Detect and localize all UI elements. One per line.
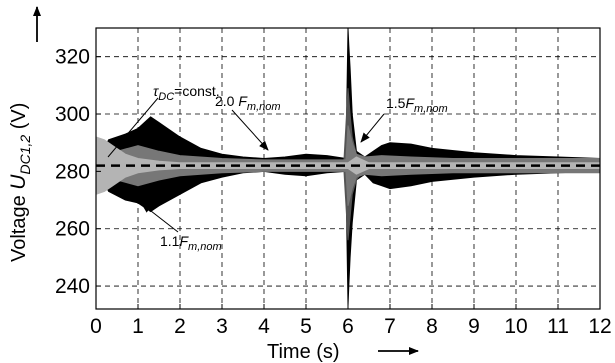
y-label-symbol: U (7, 174, 30, 190)
annotation-2-0-fmnom: 2.0 Fm,nom (215, 93, 281, 113)
x-tick-label: 5 (300, 315, 312, 338)
x-tick-label: 3 (216, 315, 228, 338)
x-ticks: 0 1 2 3 4 5 6 7 8 9 10 11 12 (90, 304, 612, 338)
annotation-tau-leader (107, 97, 159, 158)
svg-text:Voltage UDC1,2 (V): Voltage UDC1,2 (V) (7, 103, 33, 262)
y-tick-label: 300 (55, 103, 90, 126)
x-tick-label: 7 (384, 315, 396, 338)
y-label-prefix: Voltage (8, 190, 30, 262)
annotation-2-0-arrow-icon (231, 109, 269, 151)
y-tick-label: 280 (55, 160, 90, 183)
x-tick-label: 1 (132, 315, 144, 338)
annotation-1-5-fmnom: 1.5Fm,nom (386, 95, 448, 115)
x-tick-label: 12 (588, 315, 611, 338)
annotation-1-5-arrow-icon (360, 113, 385, 143)
series-envelopes (95, 27, 601, 307)
y-tick-label: 320 (55, 46, 90, 69)
y-label-unit: (V) (8, 103, 30, 135)
x-tick-label: 0 (90, 315, 102, 338)
x-tick-label: 10 (504, 315, 527, 338)
x-tick-label: 2 (174, 315, 186, 338)
x-tick-label: 8 (426, 315, 438, 338)
x-tick-label: 4 (258, 315, 270, 338)
annotation-1-1-fmnom: 1.1Fm,nom (160, 233, 222, 253)
x-axis-label: Time (s) (267, 341, 340, 363)
x-tick-label: 11 (547, 315, 569, 338)
y-ticks: 240 260 280 300 320 (55, 46, 101, 298)
x-tick-label: 6 (342, 315, 354, 338)
y-axis-label: Voltage UDC1,2 (V) (7, 103, 33, 262)
y-tick-label: 240 (55, 275, 90, 298)
annotation-tau-dc-const: τDC=const. (153, 83, 220, 103)
y-tick-label: 260 (55, 218, 90, 241)
x-tick-label: 9 (468, 315, 480, 338)
annotation-1-1-arrow-icon (141, 203, 179, 233)
y-label-subscript: DC1,2 (17, 135, 33, 175)
